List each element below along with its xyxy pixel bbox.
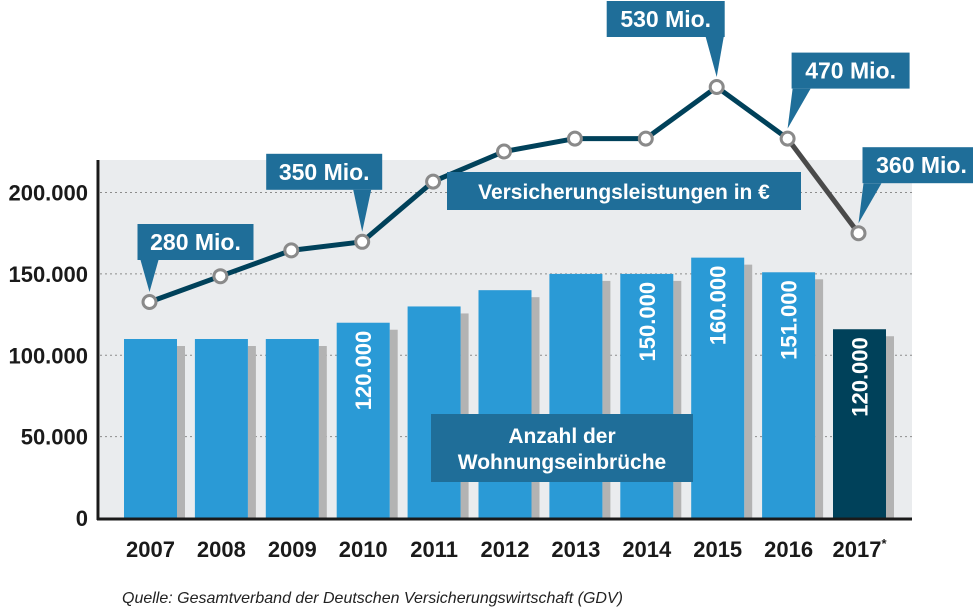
bar-value-label: 120.000 bbox=[848, 337, 873, 417]
y-tick-label: 150.000 bbox=[8, 262, 88, 287]
line-point bbox=[212, 268, 229, 285]
bar-value-label: 150.000 bbox=[635, 282, 660, 362]
bar bbox=[407, 306, 461, 518]
callout-box bbox=[137, 224, 254, 260]
line-legend-text: Versicherungsleistungen in € bbox=[478, 181, 770, 204]
callout: 530 Mio. bbox=[606, 1, 725, 77]
bar-shadow bbox=[886, 336, 894, 518]
y-tick-label: 50.000 bbox=[21, 425, 88, 450]
bar-shadow bbox=[389, 329, 398, 518]
bar-shadow bbox=[247, 346, 256, 518]
line-legend-box bbox=[447, 172, 801, 210]
line-point bbox=[425, 173, 442, 190]
callout-pointer bbox=[140, 260, 159, 292]
bar-value-label: 120.000 bbox=[351, 331, 376, 411]
line-point bbox=[850, 225, 867, 242]
line-path-projected bbox=[785, 137, 861, 235]
bar bbox=[124, 339, 177, 518]
callout-box bbox=[791, 52, 910, 89]
line-path bbox=[148, 84, 790, 305]
x-tick-label: 2008 bbox=[197, 537, 246, 562]
callout-box bbox=[266, 153, 383, 190]
x-tick-label: 2013 bbox=[551, 537, 600, 562]
line-series bbox=[141, 79, 867, 310]
bar-shadow bbox=[815, 279, 824, 518]
callouts: 280 Mio. 350 Mio. 530 Mio. 470 Mio. 360 Mio. bbox=[137, 1, 973, 292]
bar-labels: 120.000 150.000 160.000 151.000 120.000 bbox=[351, 266, 872, 417]
x-tick-label: 2011 bbox=[410, 537, 458, 562]
bar bbox=[478, 290, 532, 518]
bar-legend-text-line2: Wohnungseinbrüche bbox=[458, 451, 666, 474]
bar-legend-label: Anzahl der Wohnungseinbrüche bbox=[431, 414, 693, 482]
callout-pointer bbox=[705, 37, 724, 77]
bar-legend-box bbox=[431, 414, 693, 482]
bar-value-label: 160.000 bbox=[706, 266, 731, 346]
line-point bbox=[354, 233, 371, 250]
x-tick-label: 2014 bbox=[622, 537, 672, 562]
bar-shadow bbox=[177, 346, 185, 518]
callout: 470 Mio. bbox=[787, 52, 910, 129]
line-point bbox=[779, 130, 796, 147]
x-tick-label: 2009 bbox=[268, 537, 317, 562]
x-tick-label: 2015 bbox=[693, 537, 742, 562]
callout-text: 350 Mio. bbox=[279, 159, 370, 185]
line-point bbox=[496, 143, 512, 160]
y-tick-label: 0 bbox=[76, 506, 88, 531]
x-tick-labels: 2007 2008 2009 2010 2011 2012 2013 2014 2015 2016… bbox=[126, 536, 887, 562]
line-point bbox=[637, 130, 654, 147]
bars bbox=[124, 257, 886, 518]
callout-text: 470 Mio. bbox=[805, 58, 896, 84]
callout: 280 Mio. bbox=[137, 224, 254, 292]
bar-shadow bbox=[744, 264, 753, 518]
callout: 350 Mio. bbox=[266, 153, 383, 232]
bar bbox=[265, 339, 319, 518]
bar-shadow bbox=[602, 280, 611, 518]
y-tick-label: 100.000 bbox=[8, 343, 88, 368]
bar-shadow bbox=[318, 346, 327, 518]
bar-legend-text-line1: Anzahl der bbox=[508, 425, 615, 448]
y-tick-labels: 0 50.000 100.000 150.000 200.000 bbox=[8, 181, 88, 531]
x-tick-label: 2012 bbox=[481, 537, 530, 562]
bar bbox=[691, 257, 745, 518]
x-tick-label: 2016 bbox=[764, 537, 813, 562]
callout-text: 530 Mio. bbox=[620, 6, 711, 32]
line-point bbox=[141, 294, 158, 310]
bar bbox=[833, 329, 886, 518]
callout-pointer bbox=[858, 183, 882, 224]
bar bbox=[336, 322, 390, 518]
bar-value-label: 151.000 bbox=[777, 280, 802, 360]
x-tick-label: 2007 bbox=[126, 537, 175, 562]
line-legend-label: Versicherungsleistungen in € bbox=[447, 172, 801, 210]
line-point bbox=[708, 79, 725, 95]
x-tick-label: 2017* bbox=[832, 536, 887, 562]
line-point bbox=[566, 130, 583, 147]
callout-pointer bbox=[353, 189, 372, 232]
callout-box bbox=[606, 1, 725, 37]
callout: 360 Mio. bbox=[858, 147, 973, 224]
y-tick-label: 200.000 bbox=[8, 181, 88, 206]
bar-shadow bbox=[673, 280, 682, 518]
x-tick-label: 2010 bbox=[339, 537, 388, 562]
bar bbox=[194, 339, 248, 518]
callout-text: 360 Mio. bbox=[876, 152, 967, 178]
callout-pointer bbox=[787, 88, 811, 129]
source-note: Quelle: Gesamtverband der Deutschen Vers… bbox=[122, 590, 623, 607]
bar-shadow bbox=[531, 297, 540, 518]
line-point bbox=[283, 242, 300, 259]
bar bbox=[762, 272, 816, 518]
callout-box bbox=[862, 147, 973, 184]
callout-text: 280 Mio. bbox=[150, 229, 241, 255]
